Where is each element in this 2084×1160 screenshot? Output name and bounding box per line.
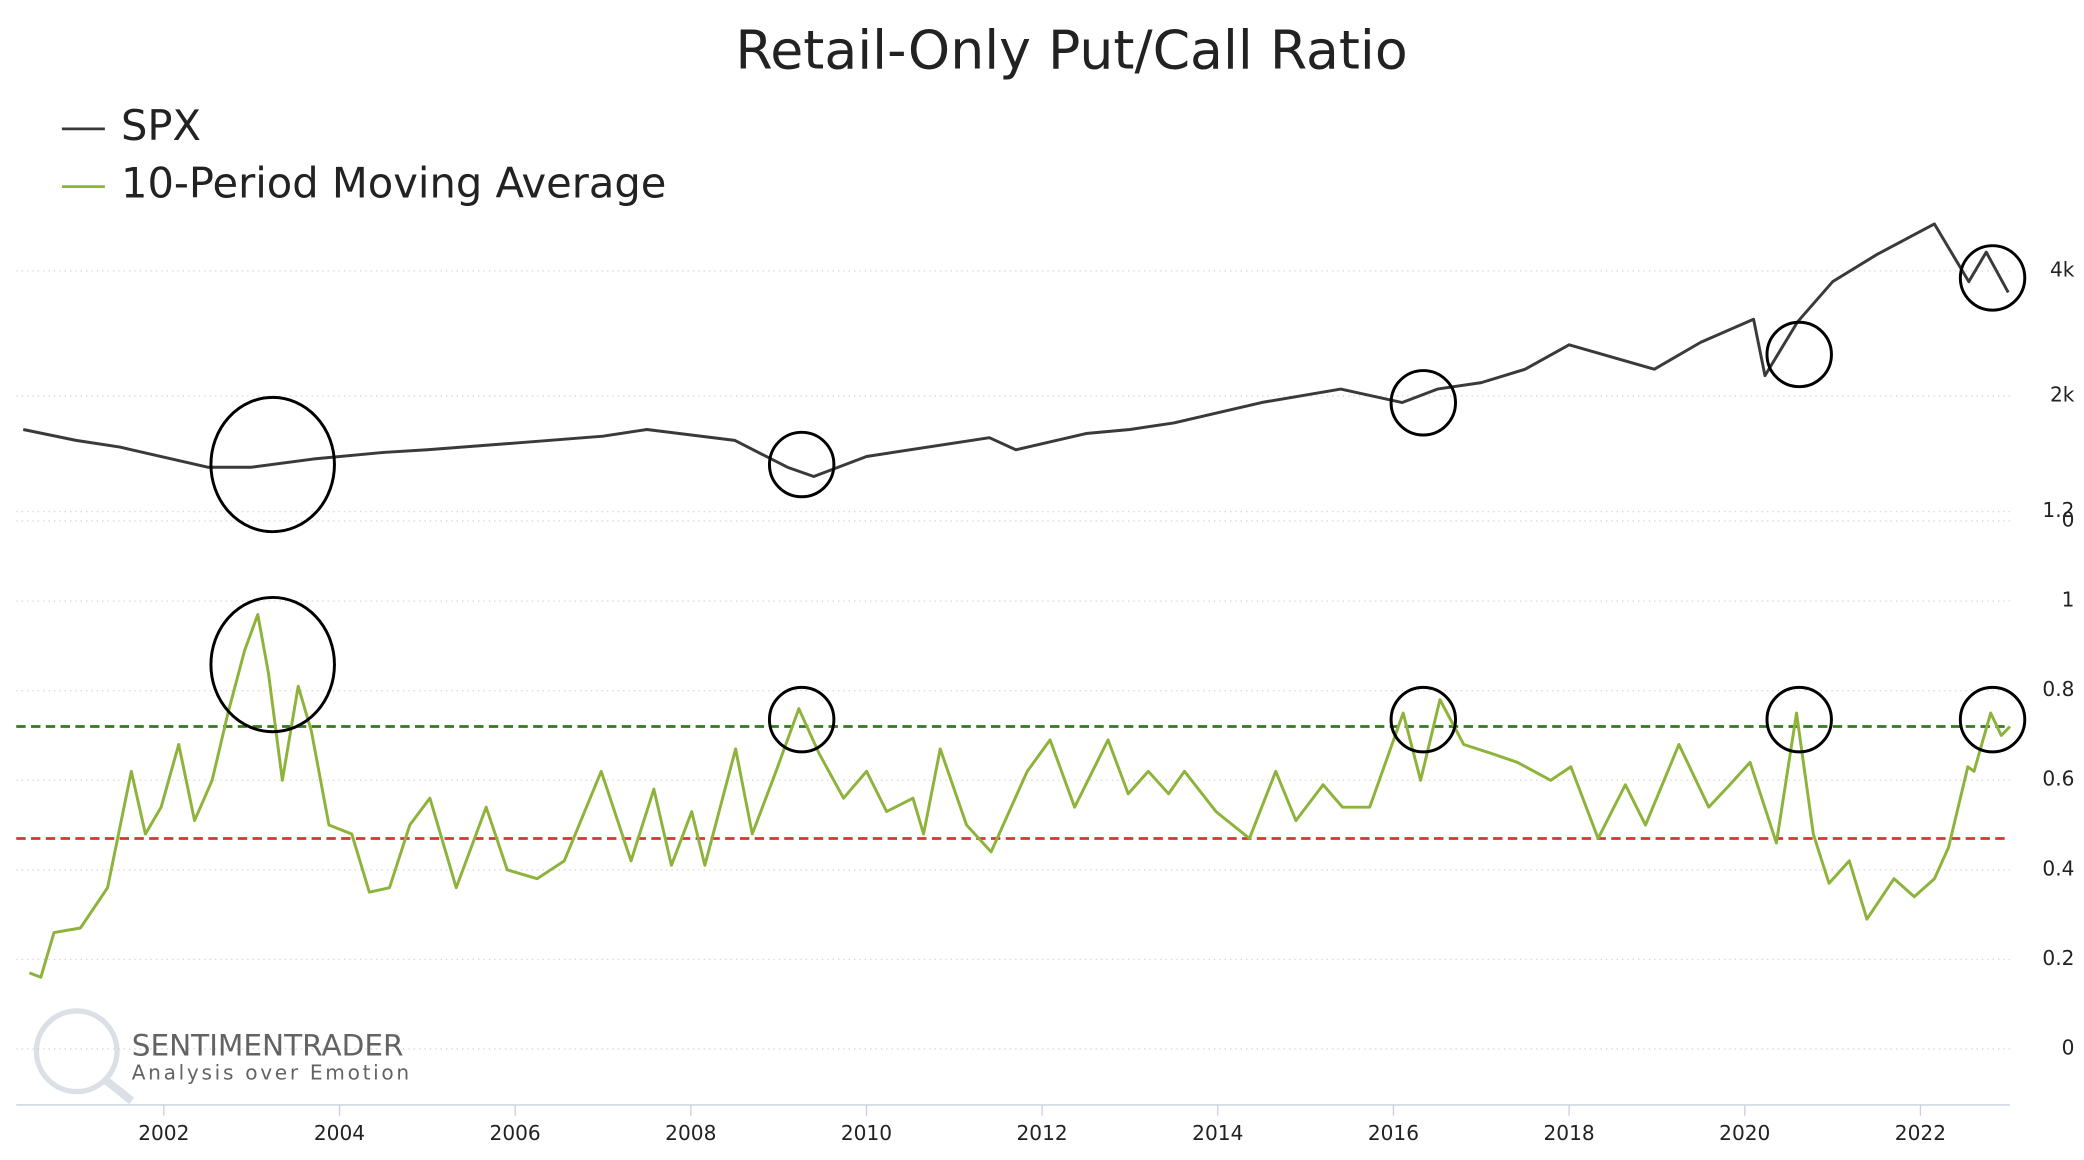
y-tick-label: 1.2 (2042, 498, 2074, 522)
circle (209, 395, 336, 534)
legend-label: 10-Period Moving Average (121, 159, 666, 208)
circle (1958, 244, 2027, 312)
y-tick-label: 4k (2050, 257, 2075, 281)
x-tick-label: 2012 (1017, 1121, 1068, 1145)
legend-label: SPX (121, 101, 201, 150)
logo (33, 1008, 120, 1095)
watermark: Analysis over Emotion (132, 1061, 412, 1085)
series-line (28, 613, 2012, 979)
x-tick-label: 2018 (1543, 1121, 1594, 1145)
y-tick-label: 0 (2062, 507, 2075, 531)
chart-title: Retail-Only Put/Call Ratio (735, 18, 1407, 81)
circle (767, 430, 836, 499)
series-line (22, 222, 2010, 478)
logo (102, 1076, 135, 1105)
circle (1765, 320, 1833, 389)
x-tick-label: 2022 (1895, 1121, 1946, 1145)
y-tick-label: 0.2 (2042, 946, 2074, 970)
x-tick-label: 2016 (1368, 1121, 1419, 1145)
circle (1389, 685, 1457, 754)
x-tick-label: 2014 (1192, 1121, 1243, 1145)
x-tick-label: 2004 (314, 1121, 365, 1145)
circle (1958, 685, 2027, 754)
circle (1765, 685, 1833, 754)
x-tick-label: 2006 (490, 1121, 541, 1145)
y-tick-label: 1 (2062, 588, 2075, 612)
plot: Retail-Only Put/Call Ratio 0 2k 4k 0 0.2 0.4 0.… (16, 18, 2075, 1145)
annotation-circles (209, 244, 2027, 754)
x-tick-label: 2010 (841, 1121, 892, 1145)
circle (209, 595, 336, 734)
y-tick-label: 2k (2050, 382, 2075, 406)
y-tick-label: 0.6 (2042, 767, 2074, 791)
watermark-logo (33, 1008, 135, 1105)
circle (767, 685, 836, 754)
x-tick-label: 2008 (665, 1121, 716, 1145)
x-tick-label: 2002 (138, 1121, 189, 1145)
watermark: SENTIMENTRADER (132, 1029, 404, 1063)
x-tick-label: 2020 (1719, 1121, 1770, 1145)
y-tick-label: 0 (2062, 1035, 2075, 1059)
y-tick-label: 0.8 (2042, 677, 2074, 701)
y-tick-label: 0.4 (2042, 856, 2074, 880)
circle (1389, 369, 1457, 437)
